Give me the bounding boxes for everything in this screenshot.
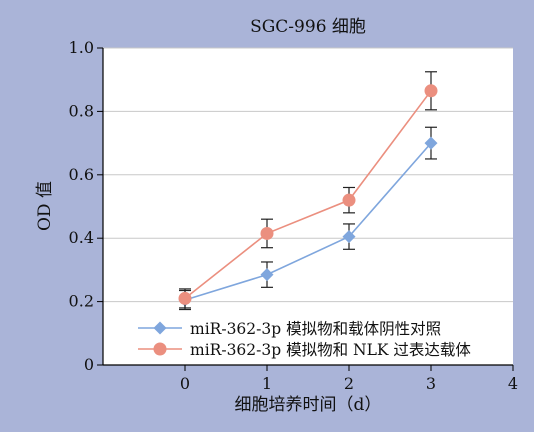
data-point xyxy=(342,230,356,244)
data-point xyxy=(424,136,438,150)
y-tick-label: 0.2 xyxy=(69,292,94,311)
series-1 xyxy=(178,71,438,309)
chart-title: SGC-996 细胞 xyxy=(250,17,366,37)
axes: 0 0.2 0.4 0.6 0.8 1.0 0 1 2 3 4 xyxy=(69,38,519,393)
data-point xyxy=(342,193,356,207)
legend-label: miR-362-3p 模拟物和载体阴性对照 xyxy=(190,320,441,338)
series-line xyxy=(184,142,432,301)
plot-background xyxy=(103,48,513,365)
legend-marker xyxy=(153,321,167,335)
y-tick-label: 0.4 xyxy=(69,228,94,247)
y-tick-label: 0.6 xyxy=(69,165,94,184)
x-tick-label: 0 xyxy=(180,374,190,393)
legend-entry-1: miR-362-3p 模拟物和 NLK 过表达载体 xyxy=(138,341,471,359)
data-point xyxy=(424,84,438,98)
x-tick-label: 1 xyxy=(262,374,272,393)
data-series xyxy=(178,71,438,311)
series-line xyxy=(184,90,432,300)
y-tick-label: 0.8 xyxy=(69,101,94,120)
y-tick-label: 0 xyxy=(84,355,94,374)
legend-marker xyxy=(153,342,167,356)
x-axis-label: 细胞培养时间（d） xyxy=(235,395,382,415)
data-point xyxy=(178,291,192,305)
y-axis-label: OD 值 xyxy=(35,181,55,231)
data-point xyxy=(260,268,274,282)
legend: miR-362-3p 模拟物和载体阴性对照 miR-362-3p 模拟物和 NLK… xyxy=(138,320,471,359)
x-tick-label: 4 xyxy=(508,374,518,393)
y-tick-label: 1.0 xyxy=(69,38,94,57)
legend-label: miR-362-3p 模拟物和 NLK 过表达载体 xyxy=(190,341,471,359)
legend-entry-0: miR-362-3p 模拟物和载体阴性对照 xyxy=(138,320,441,338)
grid-lines xyxy=(103,47,513,303)
x-tick-label: 3 xyxy=(426,374,436,393)
data-point xyxy=(260,226,274,240)
x-tick-label: 2 xyxy=(344,374,354,393)
